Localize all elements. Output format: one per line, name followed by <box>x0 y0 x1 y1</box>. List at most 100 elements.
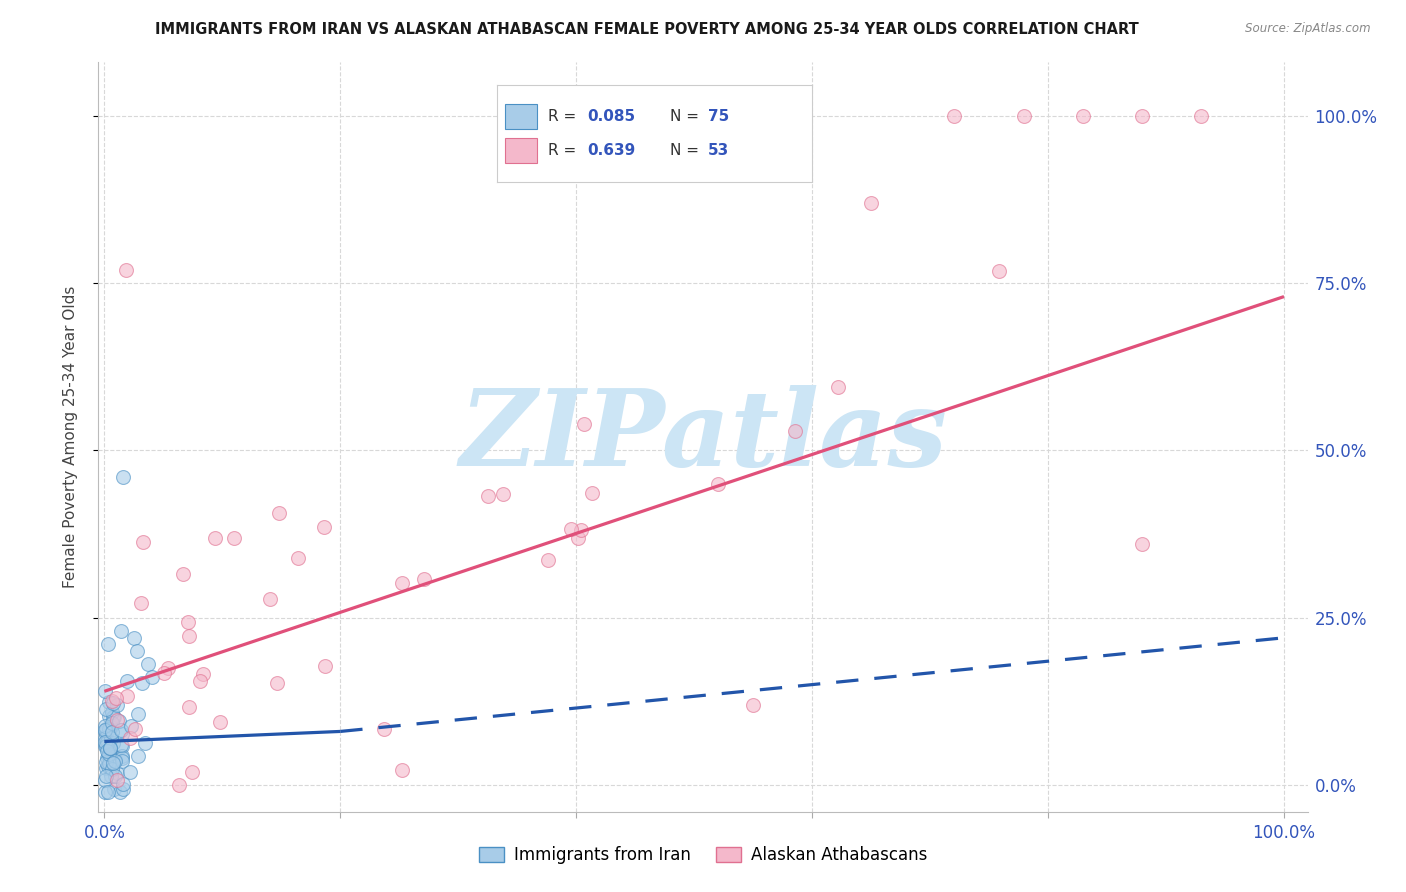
Point <box>101 762 124 776</box>
Point <box>103 710 125 724</box>
Point <box>581 485 603 500</box>
Y-axis label: Female Poverty Among 25-34 Year Olds: Female Poverty Among 25-34 Year Olds <box>63 286 77 588</box>
Point <box>97 736 120 750</box>
Point <box>204 531 226 545</box>
Legend: Immigrants from Iran, Alaskan Athabascans: Immigrants from Iran, Alaskan Athabascan… <box>472 839 934 871</box>
Point <box>177 699 200 714</box>
Point <box>97 709 120 723</box>
Point <box>569 523 592 537</box>
Point <box>127 644 149 658</box>
Point <box>131 596 153 610</box>
Point <box>94 785 117 799</box>
Text: Source: ZipAtlas.com: Source: ZipAtlas.com <box>1246 22 1371 36</box>
Point <box>117 674 139 689</box>
Point <box>103 781 125 796</box>
Point <box>105 698 128 713</box>
Point <box>567 531 589 545</box>
Point <box>169 778 191 792</box>
Point <box>312 519 335 533</box>
Point <box>785 424 807 438</box>
Point <box>120 731 142 745</box>
Point <box>134 736 156 750</box>
Point <box>100 720 122 734</box>
Point <box>191 667 214 681</box>
Point <box>131 675 153 690</box>
Point <box>101 715 124 730</box>
Point <box>1014 109 1036 123</box>
Point <box>94 734 117 748</box>
Point <box>96 735 118 749</box>
Point <box>112 470 135 484</box>
Point <box>269 506 291 520</box>
Point <box>314 659 336 673</box>
Point <box>391 763 413 777</box>
Text: ZIPatlas: ZIPatlas <box>460 385 946 489</box>
Point <box>177 629 200 643</box>
Point <box>209 714 232 729</box>
Point <box>94 773 117 788</box>
Point <box>105 713 128 727</box>
Point <box>141 670 163 684</box>
Point <box>97 747 120 762</box>
Point <box>94 739 117 753</box>
Point <box>1132 109 1154 123</box>
Point <box>942 109 965 123</box>
Point <box>572 417 595 431</box>
Point <box>114 263 136 277</box>
Point <box>105 773 128 788</box>
Point <box>101 694 124 708</box>
Point <box>988 264 1011 278</box>
Point <box>96 744 118 758</box>
Point <box>373 722 395 736</box>
Point <box>94 702 117 716</box>
Point <box>492 487 515 501</box>
Point <box>111 727 134 741</box>
Point <box>94 755 117 769</box>
Point <box>100 731 122 745</box>
Point <box>138 657 160 672</box>
Point <box>180 764 202 779</box>
Point <box>104 754 127 768</box>
Point <box>391 575 413 590</box>
Point <box>706 476 728 491</box>
Point <box>101 725 124 739</box>
Point <box>98 695 121 709</box>
Point <box>110 624 132 639</box>
Point <box>96 739 118 754</box>
Point <box>104 690 127 705</box>
Point <box>103 697 125 711</box>
Point <box>110 785 132 799</box>
Point <box>100 769 122 783</box>
Point <box>94 761 117 775</box>
Point <box>98 741 121 756</box>
Point <box>1189 109 1212 123</box>
Point <box>104 751 127 765</box>
Point <box>94 731 117 746</box>
Point <box>153 666 176 681</box>
Point <box>111 750 134 764</box>
Point <box>100 731 122 745</box>
Point <box>742 698 765 712</box>
Point <box>120 764 142 779</box>
Point <box>94 723 117 738</box>
Point <box>97 637 120 651</box>
Point <box>101 706 124 720</box>
Point <box>98 742 121 756</box>
Point <box>131 534 153 549</box>
Point <box>97 747 120 762</box>
Point <box>287 550 309 565</box>
Point <box>105 765 128 780</box>
Point <box>98 722 121 736</box>
Point <box>101 736 124 750</box>
Point <box>97 756 120 771</box>
Point <box>112 781 135 796</box>
Point <box>97 785 120 799</box>
Point <box>259 591 281 606</box>
Point <box>120 719 142 733</box>
Point <box>96 751 118 765</box>
Point <box>266 675 288 690</box>
Point <box>560 523 582 537</box>
Point <box>124 723 146 737</box>
Point <box>107 714 129 729</box>
Point <box>110 723 132 737</box>
